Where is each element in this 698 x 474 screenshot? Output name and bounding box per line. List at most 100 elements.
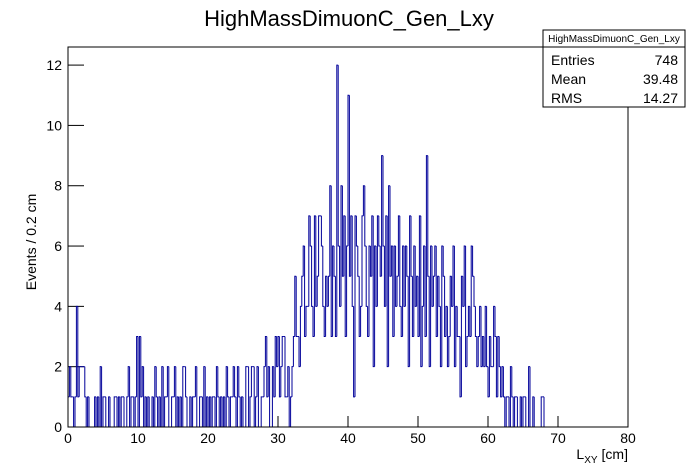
histogram-bin bbox=[311, 246, 313, 307]
histogram-bin bbox=[144, 396, 147, 427]
histogram-bin bbox=[456, 306, 459, 338]
histogram-bin bbox=[304, 246, 306, 338]
y-tick-label: 12 bbox=[46, 57, 62, 73]
histogram-bin bbox=[238, 366, 241, 398]
histogram-bin bbox=[465, 246, 467, 368]
histogram-bin bbox=[130, 396, 133, 427]
histogram-bin bbox=[416, 275, 418, 307]
histogram-bin bbox=[473, 276, 476, 307]
histogram-bin bbox=[147, 396, 150, 427]
histogram-bin bbox=[164, 396, 166, 427]
histogram-bin bbox=[505, 396, 508, 427]
y-tick-label: 0 bbox=[54, 419, 62, 435]
histogram-bin bbox=[227, 366, 229, 398]
x-tick-label: 50 bbox=[410, 430, 426, 446]
histogram-bin bbox=[294, 275, 297, 337]
histogram-bin bbox=[381, 155, 383, 277]
stats-value: 14.27 bbox=[643, 90, 678, 106]
histogram-bin bbox=[367, 306, 369, 338]
histogram-bin bbox=[260, 396, 263, 427]
x-tick-label: 30 bbox=[270, 430, 286, 446]
histogram-bin bbox=[94, 396, 96, 427]
histogram-bin bbox=[241, 396, 243, 427]
histogram-bin bbox=[435, 246, 438, 338]
histogram-bin bbox=[322, 246, 325, 307]
x-axis-label: LXY [cm] bbox=[576, 446, 628, 466]
histogram-bin bbox=[312, 306, 315, 338]
histogram-bin bbox=[476, 336, 479, 368]
histogram-bin bbox=[448, 336, 451, 367]
histogram-bin bbox=[75, 305, 78, 397]
histogram-bin bbox=[511, 366, 514, 398]
histogram-bin bbox=[295, 276, 298, 338]
histogram-bin bbox=[96, 396, 99, 427]
stats-value: 748 bbox=[655, 52, 679, 68]
histogram-bin bbox=[346, 245, 348, 337]
stats-label: Mean bbox=[551, 71, 586, 87]
x-tick-label: 0 bbox=[64, 430, 72, 446]
histogram-bin bbox=[362, 185, 365, 216]
stats-rows: Entries 748 Mean 39.48 RMS 14.27 bbox=[551, 52, 678, 106]
histogram-bin bbox=[427, 155, 430, 277]
histogram-bin bbox=[392, 246, 395, 338]
y-tick-label: 10 bbox=[46, 117, 62, 133]
x-tick-label: 80 bbox=[620, 430, 636, 446]
histogram-bin bbox=[446, 306, 449, 368]
histogram-bin bbox=[323, 306, 326, 338]
histogram-bin bbox=[372, 215, 375, 368]
histogram-bin bbox=[480, 306, 483, 368]
x-label-sub: XY bbox=[584, 455, 598, 466]
histogram-bin bbox=[340, 185, 343, 307]
histogram-bin bbox=[490, 336, 493, 368]
histogram-bin bbox=[189, 396, 192, 427]
histogram-bin bbox=[406, 246, 409, 277]
histogram-bin bbox=[117, 396, 120, 427]
histogram-bin bbox=[250, 366, 253, 397]
histogram-bin bbox=[245, 366, 248, 427]
histogram-bin bbox=[344, 215, 347, 338]
histogram-bin bbox=[176, 396, 179, 427]
x-tick-label: 10 bbox=[130, 430, 146, 446]
histogram-bin bbox=[120, 396, 123, 427]
y-tick-label: 6 bbox=[54, 238, 62, 254]
histogram-bin bbox=[208, 396, 211, 427]
histogram-bin bbox=[222, 396, 225, 427]
histogram-bin bbox=[428, 276, 431, 368]
histogram-bin bbox=[280, 366, 283, 397]
histogram-bin bbox=[399, 215, 402, 307]
histogram-bin bbox=[84, 366, 87, 398]
histogram-bin bbox=[479, 305, 481, 337]
x-tick-label: 60 bbox=[480, 430, 496, 446]
x-tick-label: 20 bbox=[200, 430, 216, 446]
histogram-bin bbox=[206, 396, 208, 427]
histogram-bin bbox=[217, 366, 220, 398]
histogram-bin bbox=[179, 396, 182, 427]
histogram-bin bbox=[472, 246, 474, 277]
histogram-bin bbox=[330, 185, 333, 338]
y-axis-label: Events / 0.2 cm bbox=[23, 194, 39, 290]
histogram-bin bbox=[70, 366, 73, 398]
histogram-bin bbox=[442, 246, 445, 277]
histogram-bin bbox=[351, 215, 354, 307]
histogram-bin bbox=[329, 185, 332, 277]
histogram-bin bbox=[333, 246, 336, 277]
histogram-bin bbox=[386, 215, 389, 368]
histogram-bin bbox=[425, 155, 428, 337]
histogram-bin bbox=[365, 246, 368, 307]
y-tick-label: 2 bbox=[54, 359, 62, 375]
histogram-bin bbox=[78, 366, 81, 397]
y-tick-label: 4 bbox=[54, 298, 62, 314]
histogram-bin bbox=[291, 366, 294, 397]
histogram-bin bbox=[334, 276, 337, 338]
histogram-bin bbox=[469, 306, 472, 338]
histogram-bin bbox=[439, 306, 442, 368]
histogram-bin bbox=[532, 396, 535, 427]
chart-title: HighMassDimuonC_Gen_Lxy bbox=[204, 6, 494, 31]
stats-frame bbox=[542, 29, 686, 108]
histogram-bin bbox=[357, 246, 360, 277]
histogram-bin bbox=[449, 275, 452, 337]
histogram-bin bbox=[151, 396, 154, 427]
histogram-bin bbox=[522, 396, 525, 427]
histogram-bin bbox=[484, 305, 487, 367]
